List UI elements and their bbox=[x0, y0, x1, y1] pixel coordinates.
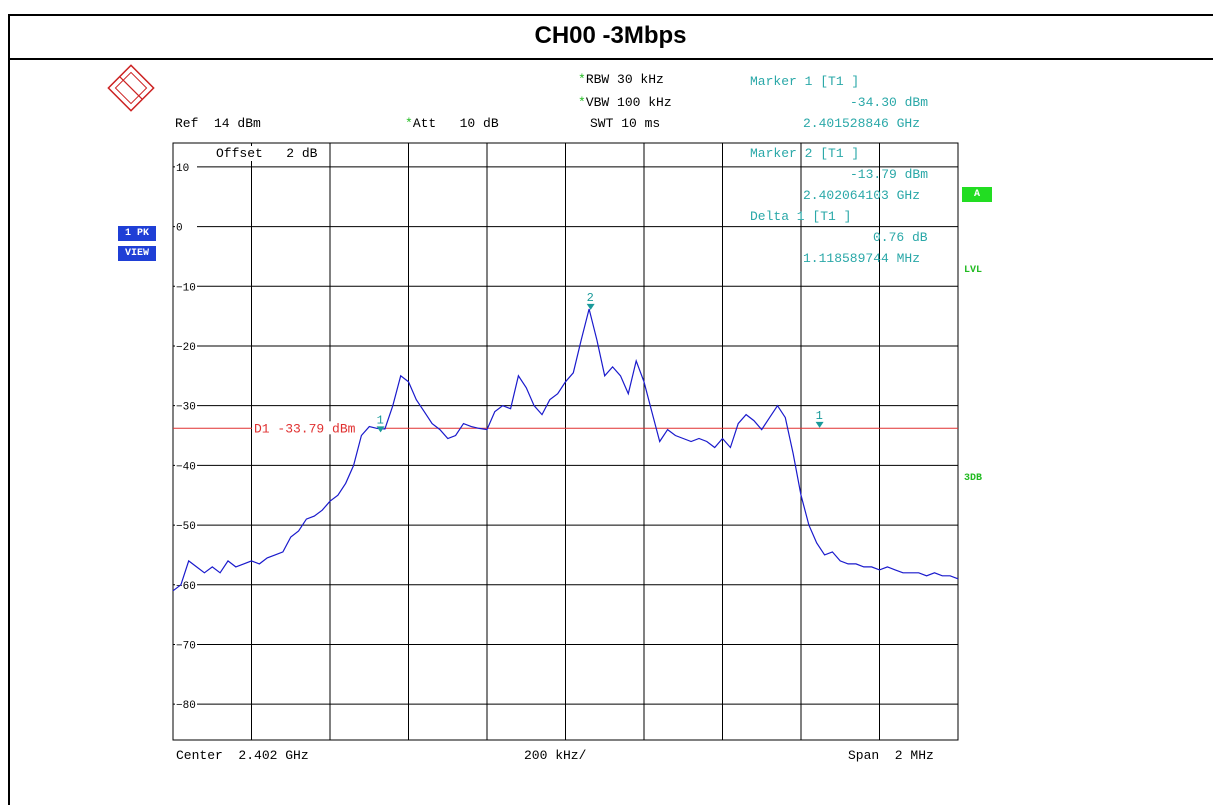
rbw-value: RBW 30 kHz bbox=[585, 72, 664, 87]
y-tick-label: −40 bbox=[176, 461, 196, 473]
y-tick-bg bbox=[175, 638, 197, 650]
span: Span 2 MHz bbox=[848, 748, 934, 763]
att-value: 10 dB bbox=[459, 116, 499, 131]
delta-title: Delta 1 [T1 ] bbox=[750, 209, 852, 224]
center-frequency: Center 2.402 GHz bbox=[176, 748, 309, 763]
y-tick-label: 10 bbox=[176, 163, 189, 175]
y-tick-label: −30 bbox=[176, 402, 196, 414]
vbw: *VBW 100 kHz bbox=[578, 95, 672, 110]
marker1-level: -34.30 dBm bbox=[850, 95, 929, 110]
outer-frame bbox=[8, 14, 1213, 805]
y-tick-bg bbox=[175, 160, 197, 172]
marker2-freq: 2.402064103 GHz bbox=[803, 188, 921, 203]
y-tick-label: −20 bbox=[176, 342, 196, 354]
y-tick-label: −10 bbox=[176, 282, 196, 294]
marker-label: 1 bbox=[816, 409, 823, 423]
marker-label: 1 bbox=[377, 413, 384, 427]
y-tick-bg bbox=[175, 578, 197, 590]
marker1-freq: 2.401528846 GHz bbox=[803, 116, 921, 131]
delta-level: 0.76 dB bbox=[873, 230, 928, 245]
offset-label: Offset 2 dB bbox=[216, 146, 318, 161]
y-tick-label: −50 bbox=[176, 521, 196, 533]
trace-mode-badge: 1 PK bbox=[118, 226, 156, 241]
y-tick-bg bbox=[175, 399, 197, 411]
delta-freq: 1.118589744 MHz bbox=[803, 251, 921, 266]
sweep-time: SWT 10 ms bbox=[590, 116, 661, 131]
3db-label: 3DB bbox=[964, 473, 983, 484]
display-line-label-bg bbox=[252, 421, 384, 435]
y-tick-bg bbox=[175, 519, 197, 531]
y-tick-bg bbox=[175, 280, 197, 292]
att-label: Att bbox=[412, 116, 437, 131]
marker-label: 2 bbox=[587, 291, 594, 305]
vbw-value: VBW 100 kHz bbox=[585, 95, 672, 110]
trace-a-badge: A bbox=[962, 187, 992, 202]
lvl-label: LVL bbox=[964, 265, 983, 276]
marker2-level: -13.79 dBm bbox=[850, 167, 929, 182]
title-bar: CH00 -3Mbps bbox=[8, 14, 1213, 60]
trace-view-badge: VIEW bbox=[118, 246, 156, 261]
chart-title: CH00 -3Mbps bbox=[534, 22, 687, 49]
marker-triangle bbox=[815, 421, 824, 428]
y-tick-label: −80 bbox=[176, 700, 196, 712]
span-per-division: 200 kHz/ bbox=[524, 748, 587, 763]
marker2-title: Marker 2 [T1 ] bbox=[750, 146, 860, 161]
y-tick-bg bbox=[175, 459, 197, 471]
spectrum-trace bbox=[172, 308, 959, 592]
marker-triangle bbox=[376, 426, 385, 433]
marker-triangle bbox=[586, 303, 595, 310]
marker1-title: Marker 1 [T1 ] bbox=[750, 74, 860, 89]
rbw: *RBW 30 kHz bbox=[578, 72, 664, 87]
ref-level: Ref 14 dBm bbox=[175, 116, 261, 131]
attenuation: *Att 10 dB bbox=[405, 116, 499, 131]
y-tick-label: 0 bbox=[176, 223, 183, 235]
y-tick-label: −70 bbox=[176, 640, 196, 652]
y-tick-bg bbox=[175, 339, 197, 351]
display-line-label: D1 -33.79 dBm bbox=[254, 421, 356, 436]
y-tick-bg bbox=[175, 220, 197, 232]
y-tick-bg bbox=[175, 698, 197, 710]
rs-logo-icon bbox=[107, 64, 155, 112]
